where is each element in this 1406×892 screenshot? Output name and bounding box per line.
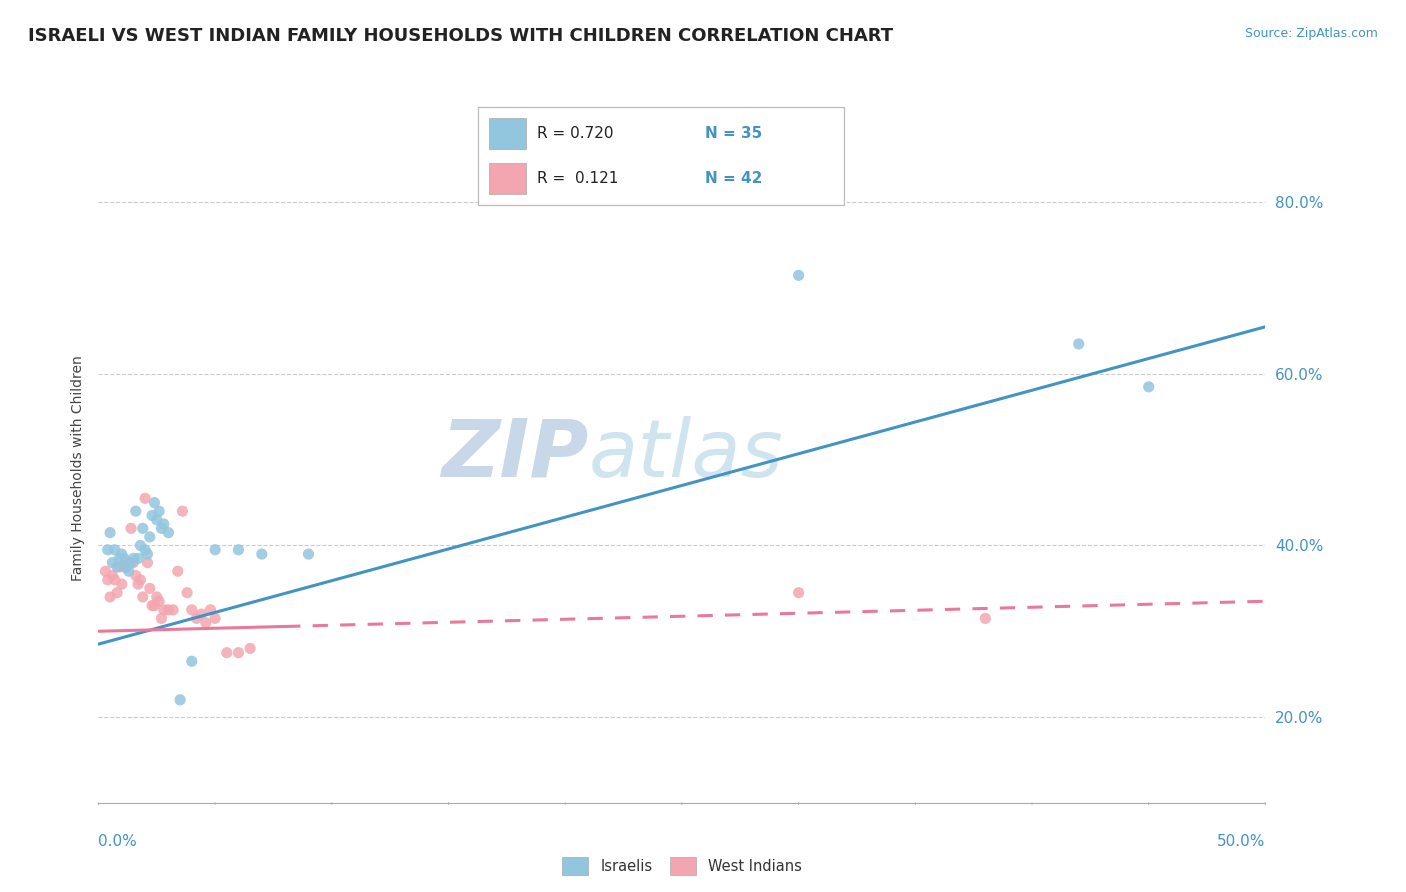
Point [115, 560, 138, 574]
Point [204, 542, 226, 557]
Point [122, 556, 145, 570]
Point [127, 577, 149, 591]
Point [1137, 380, 1160, 394]
Point [146, 513, 169, 527]
Point [228, 646, 250, 660]
Point [134, 491, 156, 506]
Y-axis label: Family Households with Children: Family Households with Children [70, 355, 84, 582]
Text: R =  0.121: R = 0.121 [537, 171, 617, 186]
Point [115, 560, 138, 574]
Point [297, 547, 319, 561]
Point [176, 585, 198, 599]
Point [112, 560, 135, 574]
Point [129, 573, 152, 587]
Point [118, 564, 141, 578]
Point [134, 542, 156, 557]
Point [787, 585, 810, 599]
Point [143, 599, 166, 613]
Point [98, 525, 121, 540]
Point [97, 573, 120, 587]
Point [172, 504, 194, 518]
Point [105, 560, 128, 574]
Point [180, 654, 202, 668]
Point [127, 551, 149, 566]
Point [120, 521, 142, 535]
Point [228, 542, 250, 557]
Point [105, 585, 128, 599]
Point [974, 611, 997, 625]
Point [125, 568, 148, 582]
Point [200, 603, 222, 617]
Point [122, 551, 145, 566]
Point [150, 611, 173, 625]
Point [136, 556, 159, 570]
Point [146, 590, 169, 604]
Point [104, 573, 127, 587]
Point [204, 611, 226, 625]
FancyBboxPatch shape [489, 118, 526, 149]
Point [132, 590, 155, 604]
Point [139, 582, 162, 596]
Point [101, 568, 124, 582]
Point [148, 594, 170, 608]
Point [108, 551, 131, 566]
Point [162, 603, 184, 617]
Point [97, 542, 120, 557]
Point [141, 508, 163, 523]
Point [118, 556, 141, 570]
Text: ZIP: ZIP [441, 416, 589, 494]
Point [239, 641, 262, 656]
Point [136, 547, 159, 561]
Point [98, 590, 121, 604]
Point [157, 525, 180, 540]
Point [104, 542, 127, 557]
Point [111, 547, 134, 561]
Point [152, 517, 174, 532]
Point [148, 504, 170, 518]
Text: N = 35: N = 35 [704, 126, 762, 141]
Point [166, 564, 188, 578]
Point [250, 547, 273, 561]
Point [141, 599, 163, 613]
Point [194, 615, 217, 630]
Point [120, 556, 142, 570]
Text: R = 0.720: R = 0.720 [537, 126, 613, 141]
Point [139, 530, 162, 544]
Point [94, 564, 117, 578]
Text: Source: ZipAtlas.com: Source: ZipAtlas.com [1244, 27, 1378, 40]
Point [186, 611, 208, 625]
Point [190, 607, 212, 621]
Legend: Israelis, West Indians: Israelis, West Indians [555, 850, 808, 882]
Point [180, 603, 202, 617]
Point [787, 268, 810, 283]
Text: atlas: atlas [589, 416, 783, 494]
Point [169, 693, 191, 707]
Text: 0.0%: 0.0% [98, 834, 138, 849]
Point [152, 603, 174, 617]
Point [143, 495, 166, 509]
Text: 50.0%: 50.0% [1218, 834, 1265, 849]
FancyBboxPatch shape [489, 163, 526, 194]
Point [111, 577, 134, 591]
Point [215, 646, 238, 660]
Point [1067, 337, 1090, 351]
Point [125, 504, 148, 518]
Point [157, 603, 180, 617]
Point [129, 539, 152, 553]
Point [108, 560, 131, 574]
Text: ISRAELI VS WEST INDIAN FAMILY HOUSEHOLDS WITH CHILDREN CORRELATION CHART: ISRAELI VS WEST INDIAN FAMILY HOUSEHOLDS… [28, 27, 893, 45]
Point [101, 556, 124, 570]
Text: N = 42: N = 42 [704, 171, 762, 186]
Point [132, 521, 155, 535]
Point [150, 521, 173, 535]
Point [112, 551, 135, 566]
